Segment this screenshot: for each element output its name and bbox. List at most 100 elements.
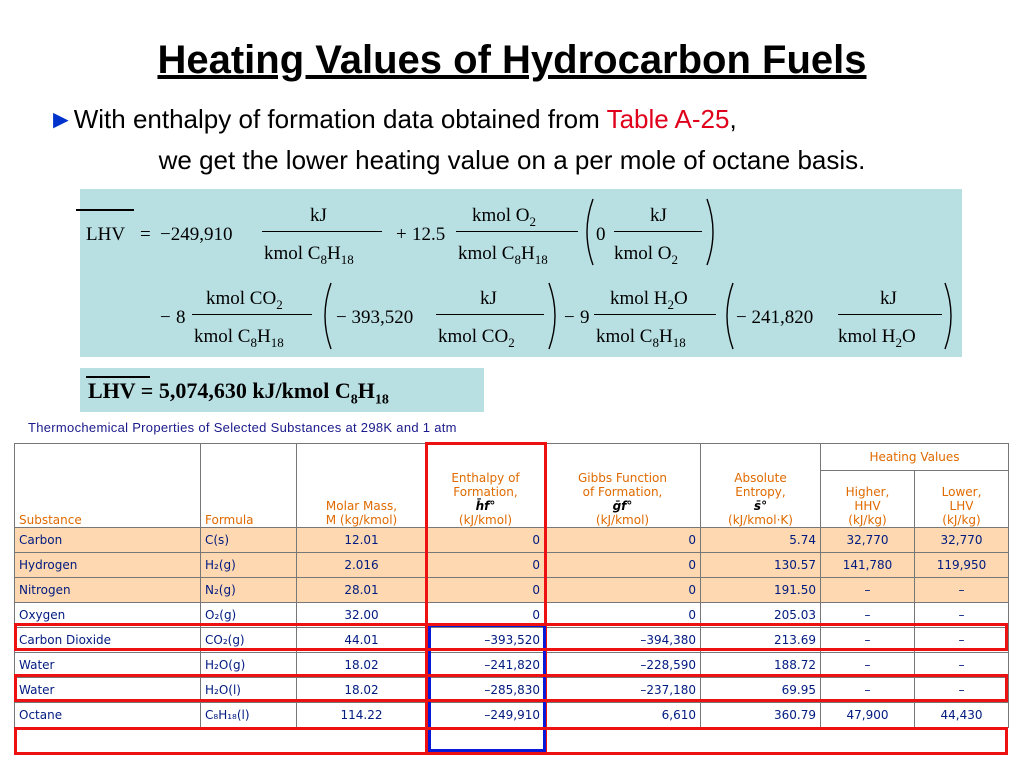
cell-hhv: 141,780: [820, 552, 915, 578]
table-header-row-1: Substance Formula Molar Mass, M (kg/kmol…: [14, 443, 1010, 528]
eq-f3-num: kJ: [650, 205, 667, 226]
eq-left-paren-1: [586, 198, 594, 266]
col-formula: Formula: [200, 443, 297, 528]
cell-molar-mass: 44.01: [296, 627, 427, 653]
eq-left-paren-3: [726, 282, 734, 350]
eq-f5-num: kJ: [480, 288, 497, 309]
col-molar-mass: Molar Mass, M (kg/kmol): [296, 443, 427, 528]
eq-term4: − 393,520: [336, 307, 414, 328]
cell-s: 360.79: [700, 702, 821, 728]
cell-molar-mass: 32.00: [296, 602, 427, 628]
cell-gf: 0: [544, 577, 701, 603]
eq-f7-line: [838, 314, 942, 315]
result-overbar: [86, 376, 150, 378]
cell-molar-mass: 18.02: [296, 677, 427, 703]
eq-zero: 0: [596, 224, 606, 245]
page-title: Heating Values of Hydrocarbon Fuels: [157, 38, 867, 82]
cell-hf: –285,830: [426, 677, 545, 703]
cell-molar-mass: 114.22: [296, 702, 427, 728]
cell-formula: H₂O(l): [200, 677, 297, 703]
lhv-result: LHV = 5,074,630 kJ/kmol C8H18: [80, 368, 484, 412]
cell-substance: Oxygen: [14, 602, 201, 628]
cell-hhv: –: [820, 602, 915, 628]
cell-lhv: 32,770: [913, 527, 1010, 553]
cell-formula: CO₂(g): [200, 627, 297, 653]
cell-s: 213.69: [700, 627, 821, 653]
eq-f3-line: [614, 231, 702, 232]
intro-text-before: With enthalpy of formation data obtained…: [73, 104, 607, 134]
cell-lhv: –: [913, 602, 1010, 628]
cell-molar-mass: 28.01: [296, 577, 427, 603]
col-lhv: Lower, LHV (kJ/kg): [913, 470, 1010, 528]
eq-f2-line: [456, 231, 578, 232]
eq-f2-num: kmol O2: [472, 205, 537, 229]
cell-substance: Hydrogen: [14, 552, 201, 578]
eq-term2: 12.5: [412, 224, 446, 245]
cell-s: 5.74: [700, 527, 821, 553]
eq-f5-den: kmol CO2: [438, 326, 515, 350]
cell-formula: H₂O(g): [200, 652, 297, 678]
table-header-row-2: Higher, HHV (kJ/kg) Lower, LHV (kJ/kg): [15, 470, 1010, 528]
table-row: Water H₂O(g) 18.02 –241,820 –228,590 188…: [14, 652, 1010, 678]
cell-molar-mass: 12.01: [296, 527, 427, 553]
cell-substance: Water: [14, 677, 201, 703]
cell-lhv: –: [913, 652, 1010, 678]
col-substance: Substance: [14, 443, 201, 528]
cell-lhv: –: [913, 627, 1010, 653]
cell-hf: –393,520: [426, 627, 545, 653]
eq-f4-num: kmol CO2: [206, 288, 283, 312]
col-group-heating-values: Heating Values: [819, 443, 1010, 471]
cell-s: 191.50: [700, 577, 821, 603]
cell-lhv: –: [913, 677, 1010, 703]
cell-hf: 0: [426, 577, 545, 603]
col-entropy: Absolute Entropy, s̄° (kJ/kmol·K): [700, 443, 821, 528]
cell-s: 205.03: [700, 602, 821, 628]
cell-substance: Nitrogen: [14, 577, 201, 603]
intro-line-1: ►With enthalpy of formation data obtaine…: [48, 104, 1024, 135]
col-enthalpy: Enthalpy of Formation, h̄f° (kJ/kmol): [426, 443, 545, 528]
cell-s: 69.95: [700, 677, 821, 703]
table-a25-link[interactable]: Table A-25: [606, 104, 730, 134]
cell-lhv: 119,950: [913, 552, 1010, 578]
eq-f7-den: kmol H2O: [838, 326, 916, 350]
cell-formula: H₂(g): [200, 552, 297, 578]
eq-f2-den: kmol C8H18: [458, 243, 548, 267]
cell-substance: Carbon: [14, 527, 201, 553]
eq-f6-num: kmol H2O: [610, 288, 688, 312]
cell-hf: 0: [426, 602, 545, 628]
eq-plus: +: [396, 224, 407, 245]
intro-text-after: ,: [729, 104, 737, 134]
cell-substance: Water: [14, 652, 201, 678]
cell-s: 188.72: [700, 652, 821, 678]
cell-molar-mass: 18.02: [296, 652, 427, 678]
lhv-equation: LHV = −249,910 kJ kmol C8H18 + 12.5 kmol…: [76, 189, 962, 357]
cell-formula: N₂(g): [200, 577, 297, 603]
table-row: Water H₂O(l) 18.02 –285,830 –237,180 69.…: [14, 677, 1010, 703]
col-hhv: Higher, HHV (kJ/kg): [820, 470, 915, 528]
table-caption: Thermochemical Properties of Selected Su…: [28, 420, 457, 435]
table-row: Oxygen O₂(g) 32.00 0 0 205.03 – –: [14, 602, 1010, 628]
eq-term6: − 241,820: [736, 307, 814, 328]
cell-gf: –237,180: [544, 677, 701, 703]
eq-f5-line: [436, 314, 544, 315]
eq-right-paren-1: [706, 198, 714, 266]
thermo-properties-table: Substance Formula Molar Mass, M (kg/kmol…: [14, 443, 1010, 728]
table-row: Nitrogen N₂(g) 28.01 0 0 191.50 – –: [14, 577, 1010, 603]
eq-minus-1: −: [160, 307, 171, 328]
cell-lhv: 44,430: [913, 702, 1010, 728]
octane-row-highlight: [14, 727, 1008, 755]
table-row: Carbon C(s) 12.01 0 0 5.74 32,770 32,770: [14, 527, 1010, 553]
eq-f6-den: kmol C8H18: [596, 326, 686, 350]
cell-gf: –228,590: [544, 652, 701, 678]
col-gibbs: Gibbs Function of Formation, ḡf° (kJ/km…: [544, 443, 701, 528]
cell-gf: 0: [544, 527, 701, 553]
table-row: Carbon Dioxide CO₂(g) 44.01 –393,520 –39…: [14, 627, 1010, 653]
cell-gf: –394,380: [544, 627, 701, 653]
eq-term5: 9: [580, 307, 590, 328]
eq-lhv: LHV: [86, 224, 126, 245]
eq-f1-line: [262, 231, 382, 232]
eq-term3: 8: [176, 307, 186, 328]
cell-gf: 0: [544, 552, 701, 578]
cell-hhv: –: [820, 677, 915, 703]
eq-f7-num: kJ: [880, 288, 897, 309]
